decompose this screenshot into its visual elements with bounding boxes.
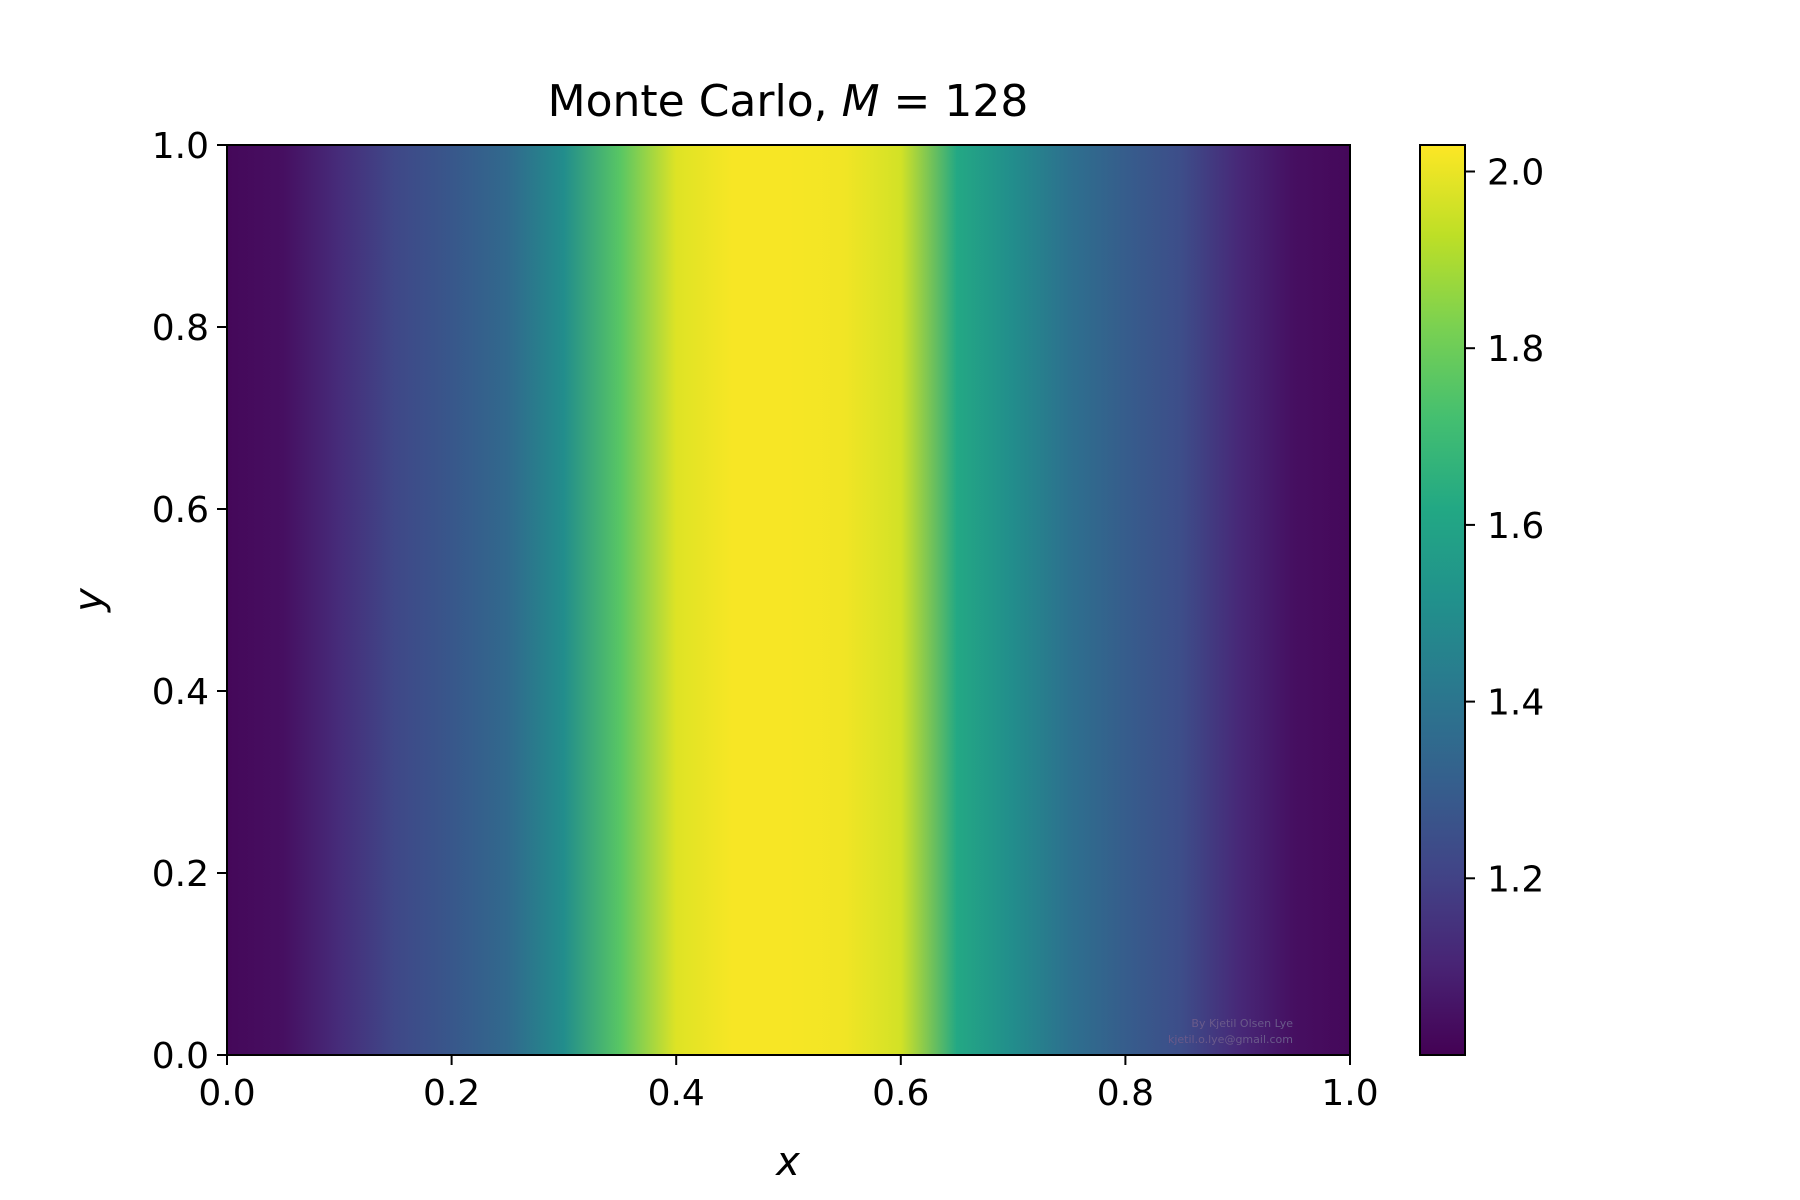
y-tick-label: 0.4 bbox=[152, 672, 209, 713]
x-tick-label: 0.0 bbox=[198, 1073, 255, 1114]
y-tick-label: 1.0 bbox=[152, 126, 209, 167]
x-tick-label: 0.4 bbox=[648, 1073, 705, 1114]
x-tick-label: 0.6 bbox=[872, 1073, 929, 1114]
x-tick-label: 0.2 bbox=[423, 1073, 480, 1114]
x-axis-ticks: 0.0 0.2 0.4 0.6 0.8 1.0 bbox=[198, 1055, 1379, 1114]
x-axis-label: x bbox=[774, 1139, 800, 1185]
x-tick-label: 1.0 bbox=[1321, 1073, 1378, 1114]
y-axis-ticks: 0.0 0.2 0.4 0.6 0.8 1.0 bbox=[152, 126, 227, 1077]
colorbar bbox=[1420, 145, 1465, 1055]
watermark-line-1: By Kjetil Olsen Lye bbox=[1191, 1017, 1293, 1030]
colorbar-frame bbox=[1419, 144, 1466, 1056]
y-tick-label: 0.6 bbox=[152, 490, 209, 531]
y-tick-label: 0.0 bbox=[152, 1036, 209, 1077]
heatmap-field bbox=[227, 145, 1350, 1055]
chart-title: Monte Carlo, M = 128 bbox=[548, 76, 1029, 127]
y-axis-label: y bbox=[66, 587, 112, 613]
colorbar-tick-label: 1.2 bbox=[1487, 859, 1544, 900]
plot-frame bbox=[226, 144, 1351, 1056]
watermark-line-2: kjetil.o.lye@gmail.com bbox=[1168, 1033, 1293, 1046]
x-tick-label: 0.8 bbox=[1097, 1073, 1154, 1114]
colorbar-tick-label: 2.0 bbox=[1487, 153, 1544, 194]
y-tick-label: 0.2 bbox=[152, 854, 209, 895]
colorbar-tick-label: 1.4 bbox=[1487, 683, 1544, 724]
colorbar-tick-label: 1.6 bbox=[1487, 506, 1544, 547]
colorbar-ticks: 1.2 1.4 1.6 1.8 2.0 bbox=[1465, 153, 1544, 900]
y-tick-label: 0.8 bbox=[152, 308, 209, 349]
colorbar-tick-label: 1.8 bbox=[1487, 329, 1544, 370]
